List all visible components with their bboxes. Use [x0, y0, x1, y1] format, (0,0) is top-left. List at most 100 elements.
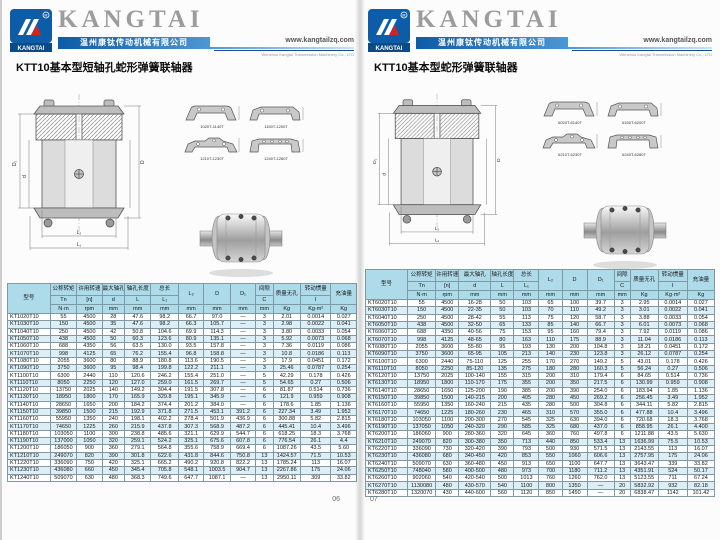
value-cell: 6.01 — [629, 320, 659, 330]
value-cell: 0.041 — [330, 320, 357, 329]
value-cell: 195.1 — [177, 393, 205, 402]
coupling-cross-section-drawing: D₁ d D L₂ L₁ — [372, 93, 502, 246]
value-cell: 170 — [538, 357, 563, 366]
value-cell: 0.254 — [686, 350, 716, 359]
value-cell: 0.0022 — [657, 306, 688, 315]
value-cell: 6838.47 — [629, 488, 659, 498]
value-cell: 800 — [538, 481, 563, 490]
value-cell: — — [229, 327, 257, 336]
value-cell: 1100 — [513, 481, 540, 490]
value-cell: 0.908 — [330, 393, 357, 402]
value-cell: — — [229, 342, 257, 351]
value-cell: 1785.24 — [272, 458, 301, 468]
value-cell: 720.68 — [629, 415, 659, 425]
value-cell: 6 — [255, 429, 274, 439]
value-cell: 13 — [255, 458, 274, 468]
value-cell: 405 — [513, 393, 540, 403]
value-cell: 325.1 — [123, 458, 152, 468]
value-cell: 42.29 — [272, 371, 301, 380]
value-cell: 33.82 — [330, 473, 357, 482]
col-header: 轴孔长度 — [490, 269, 515, 282]
value-cell: 436.9 — [229, 415, 257, 424]
value-cell: 0.0119 — [299, 342, 332, 351]
company-name-banner: 温州康钛传动机械有限公司 — [58, 37, 210, 49]
model-cell: KT6100T10 — [364, 357, 409, 366]
spec-table: 型号 公称转矩 许用转速 最大轴孔 轴孔长度 总长 L₂ D D₁ 间隙 质量无… — [364, 269, 716, 498]
value-cell: 6 — [255, 407, 274, 417]
value-cell: 431.8 — [177, 451, 205, 460]
dim-label-d: d — [382, 173, 388, 176]
value-cell: 238.8 — [123, 429, 152, 439]
dim-label-l2: L₂ — [77, 230, 82, 236]
value-cell: 161.5 — [177, 378, 205, 387]
value-cell: 110 — [101, 371, 125, 380]
value-cell: 183.94 — [629, 386, 659, 395]
value-cell: 0.0073 — [299, 334, 332, 344]
value-cell: 191.5 — [177, 385, 205, 395]
value-cell: 155.4 — [177, 371, 205, 380]
value-cell: 0.0014 — [299, 312, 332, 322]
value-cell: 339 — [657, 459, 688, 468]
value-cell: 850 — [561, 437, 588, 446]
coupling-3d-render — [199, 213, 283, 277]
value-cell: 5.60 — [330, 444, 357, 453]
value-cell: 315 — [513, 371, 540, 381]
value-cell: 630 — [561, 415, 588, 425]
value-cell: 95 — [538, 328, 563, 337]
value-cell: 70 — [538, 306, 563, 315]
value-cell: 3 — [613, 306, 631, 315]
value-cell: 250 — [49, 327, 78, 336]
value-cell: 88.9 — [123, 356, 152, 366]
value-cell: 820 — [435, 437, 460, 446]
value-cell: 215.9 — [123, 422, 152, 431]
col-unit: Kg — [330, 304, 357, 314]
value-cell: 913 — [513, 459, 540, 468]
table-row: KT6170T10 74650 1225 180-260 230 465 310 570 355… — [364, 408, 716, 417]
value-cell: 96.8 — [177, 349, 205, 358]
value-cell: 256.45 — [629, 393, 659, 403]
value-cell: 0.0073 — [657, 320, 688, 330]
value-cell: 1500 — [435, 393, 460, 403]
value-cell: 320 — [101, 437, 125, 446]
table-row: KT6080T10 2055 3600 55-80 95 193 130 200 104.8 3 1… — [364, 342, 716, 352]
model-cell: KT6180T10 — [364, 415, 409, 425]
value-cell: 705.8 — [150, 466, 179, 475]
value-cell: 545 — [513, 415, 540, 425]
table-row: KT1070T10 998 4125 65 76.2 155.4 96.8 158.8—3 10… — [7, 349, 357, 358]
value-cell: 1636.99 — [629, 437, 659, 446]
value-cell: 645 — [513, 430, 540, 439]
value-cell: 50.17 — [686, 466, 716, 476]
value-cell: 485.6 — [150, 429, 179, 439]
value-cell: 571.5 — [586, 444, 615, 454]
value-cell: 776.54 — [272, 437, 301, 446]
model-cell: KT1040T10 — [7, 327, 51, 336]
value-cell: 4.400 — [686, 423, 716, 432]
value-cell: 3 — [613, 342, 631, 352]
value-cell: 548.1 — [177, 466, 205, 475]
model-cell: KT1070T10 — [7, 349, 51, 358]
dim-label-d1: D₁ — [372, 158, 378, 164]
value-cell: 402.2 — [150, 415, 179, 424]
value-cell: 0.0022 — [299, 320, 332, 329]
value-cell: 300.88 — [272, 415, 301, 424]
value-cell: 18.21 — [629, 342, 659, 352]
model-cell: KT1030T10 — [7, 320, 51, 329]
value-cell: 3.768 — [686, 415, 716, 425]
value-cell: 32-50 — [458, 320, 492, 330]
col-header: 公称转矩 — [49, 283, 78, 296]
value-cell: 760 — [561, 430, 588, 439]
model-cell: KT6170T10 — [364, 408, 409, 417]
table-row: KT6180T10 103050 1100 200-300 270 545 325 630 39… — [364, 415, 716, 425]
value-cell: 13 — [613, 452, 631, 461]
value-cell: 0.086 — [686, 328, 716, 337]
value-cell: 75 — [490, 328, 515, 337]
value-cell: 58.7 — [586, 313, 615, 322]
dim-label-l2: L₂ — [435, 226, 440, 232]
value-cell: 321.1 — [177, 429, 205, 439]
model-cell: KT6150T10 — [364, 393, 409, 403]
value-cell: 22-35 — [458, 306, 492, 315]
value-cell: — — [229, 393, 257, 402]
model-cell: KT6140T10 — [364, 386, 409, 395]
value-cell: 3 — [613, 298, 631, 308]
table-row: KT1180T10 103050 1100 300 238.8 485.6 321.1 629… — [7, 429, 357, 439]
